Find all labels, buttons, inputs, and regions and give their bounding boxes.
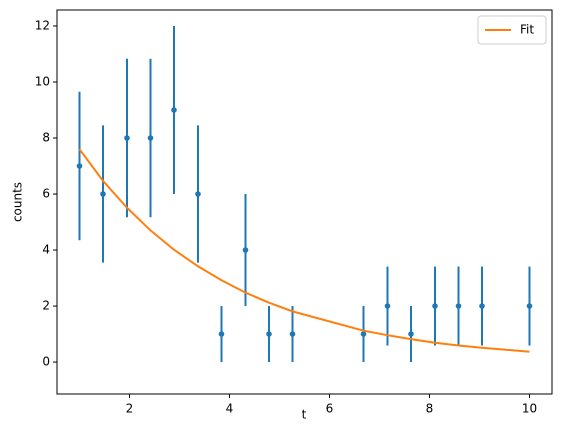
data-point bbox=[360, 331, 367, 337]
data-point bbox=[526, 303, 533, 309]
data-point bbox=[432, 303, 438, 309]
plot-frame bbox=[56, 9, 553, 395]
data-point bbox=[171, 107, 177, 113]
data-point bbox=[124, 135, 130, 141]
legend-box bbox=[477, 15, 547, 45]
data-point bbox=[100, 191, 106, 197]
y-tick-label: 2 bbox=[42, 299, 50, 313]
y-axis-label: counts bbox=[11, 182, 25, 222]
data-point bbox=[408, 331, 414, 337]
y-tick-label: 0 bbox=[42, 355, 50, 369]
x-tick-label: 8 bbox=[426, 402, 434, 416]
data-point bbox=[76, 163, 83, 169]
x-tick-label: 6 bbox=[326, 402, 334, 416]
x-tick-label: 10 bbox=[522, 402, 537, 416]
data-point bbox=[479, 303, 485, 309]
data-point bbox=[266, 331, 272, 337]
data-point bbox=[218, 331, 225, 337]
data-point bbox=[289, 331, 296, 337]
legend-label: Fit bbox=[520, 23, 534, 37]
x-axis-label: t bbox=[302, 408, 307, 422]
x-tick-label: 4 bbox=[226, 402, 234, 416]
y-tick-label: 4 bbox=[42, 243, 50, 257]
y-tick-label: 12 bbox=[35, 18, 50, 32]
data-point bbox=[242, 247, 249, 253]
y-tick-label: 6 bbox=[42, 187, 50, 201]
data-point bbox=[455, 303, 462, 309]
y-tick-label: 8 bbox=[42, 131, 50, 145]
x-tick-label: 2 bbox=[126, 402, 134, 416]
data-point bbox=[147, 135, 154, 141]
y-tick-label: 10 bbox=[35, 74, 50, 88]
fit-line bbox=[78, 148, 530, 353]
data-point bbox=[195, 191, 201, 197]
data-point bbox=[384, 303, 391, 309]
